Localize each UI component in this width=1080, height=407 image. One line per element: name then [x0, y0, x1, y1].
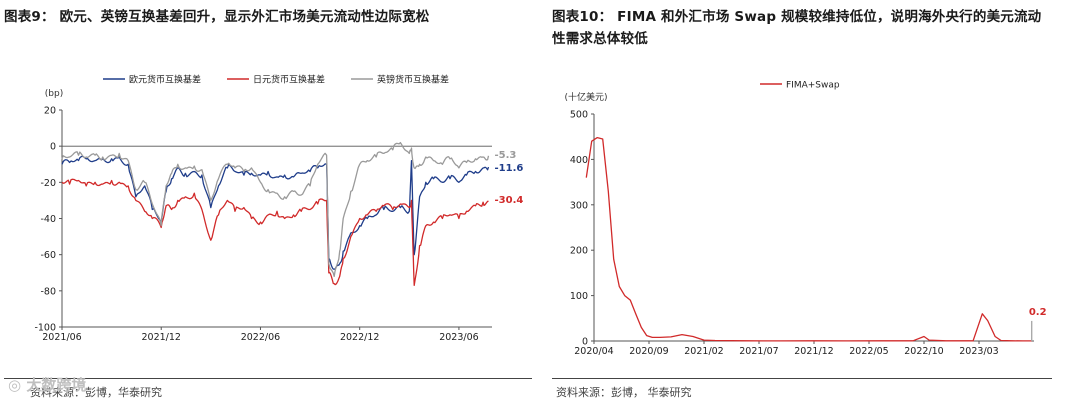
legend-label: FIMA+Swap — [786, 81, 840, 91]
y-tick-label: -100 — [34, 323, 56, 334]
series-line — [585, 136, 1032, 342]
data-label: -11.6 — [495, 163, 524, 174]
legend-label: 英镑货币互换基差 — [377, 74, 449, 86]
y-tick-label: 20 — [44, 106, 56, 117]
y-tick-label: -40 — [40, 214, 56, 225]
y-tick-label: 200 — [570, 246, 588, 257]
y-axis-label: (bp) — [45, 89, 63, 99]
x-tick-label: 2021/07 — [739, 346, 778, 357]
series-line — [61, 178, 489, 287]
y-tick-label: 300 — [570, 200, 588, 211]
x-tick-label: 2021/12 — [141, 332, 180, 343]
figure-left: 图表9： 欧元、英镑互换基差回升，显示外汇市场美元流动性边际宽松 (bp) 20 0… — [4, 9, 532, 399]
y-tick-label: 0 — [582, 337, 588, 348]
watermark-icon: ◎ — [8, 376, 22, 394]
source-note: 资料来源：彭博， 华泰研究 — [556, 386, 692, 399]
legend-label: 日元货币互换基差 — [253, 74, 325, 86]
figure-title: 图表9： 欧元、英镑互换基差回升，显示外汇市场美元流动性边际宽松 — [4, 9, 430, 25]
series-line — [61, 155, 490, 270]
source-note: 资料来源：彭博，华泰研究 — [30, 386, 162, 399]
x-tick-label: 2020/09 — [629, 346, 668, 357]
figure-title: 图表10： FIMA 和外汇市场 Swap 规模较维持低位，说明海外央行的美元流… — [552, 9, 1042, 47]
x-tick-label: 2023/03 — [959, 346, 998, 357]
y-tick-label: 500 — [570, 110, 588, 121]
y-tick-label: 400 — [570, 155, 588, 166]
data-label: 0.2 — [1029, 307, 1047, 318]
data-label: -30.4 — [495, 195, 524, 206]
figure-right: 图表10： FIMA 和外汇市场 Swap 规模较维持低位，说明海外央行的美元流… — [548, 0, 1080, 407]
data-label: -5.3 — [495, 150, 517, 161]
y-tick-label: -20 — [40, 178, 56, 189]
x-tick-label: 2022/05 — [849, 346, 888, 357]
divider — [552, 378, 1052, 379]
y-tick-label: -80 — [40, 286, 56, 297]
x-tick-label: 2023/06 — [439, 332, 478, 343]
watermark: ◎ 大数跨境 — [8, 374, 86, 395]
divider — [4, 378, 532, 379]
x-tick-label: 2021/02 — [684, 346, 723, 357]
series-line — [61, 141, 490, 278]
x-tick-label: 2021/12 — [794, 346, 833, 357]
x-tick-label: 2022/12 — [340, 332, 379, 343]
x-tick-label: 2022/10 — [904, 346, 943, 357]
y-tick-label: -60 — [40, 250, 56, 261]
x-tick-label: 2020/04 — [574, 346, 613, 357]
x-tick-label: 2022/06 — [241, 332, 280, 343]
legend-label: 欧元货币互换基差 — [129, 74, 201, 86]
watermark-text: 大数跨境 — [26, 376, 87, 394]
y-axis-label: (十亿美元) — [564, 91, 607, 103]
x-tick-label: 2021/06 — [42, 332, 81, 343]
y-tick-label: 0 — [50, 142, 56, 153]
y-tick-label: 100 — [570, 291, 588, 302]
